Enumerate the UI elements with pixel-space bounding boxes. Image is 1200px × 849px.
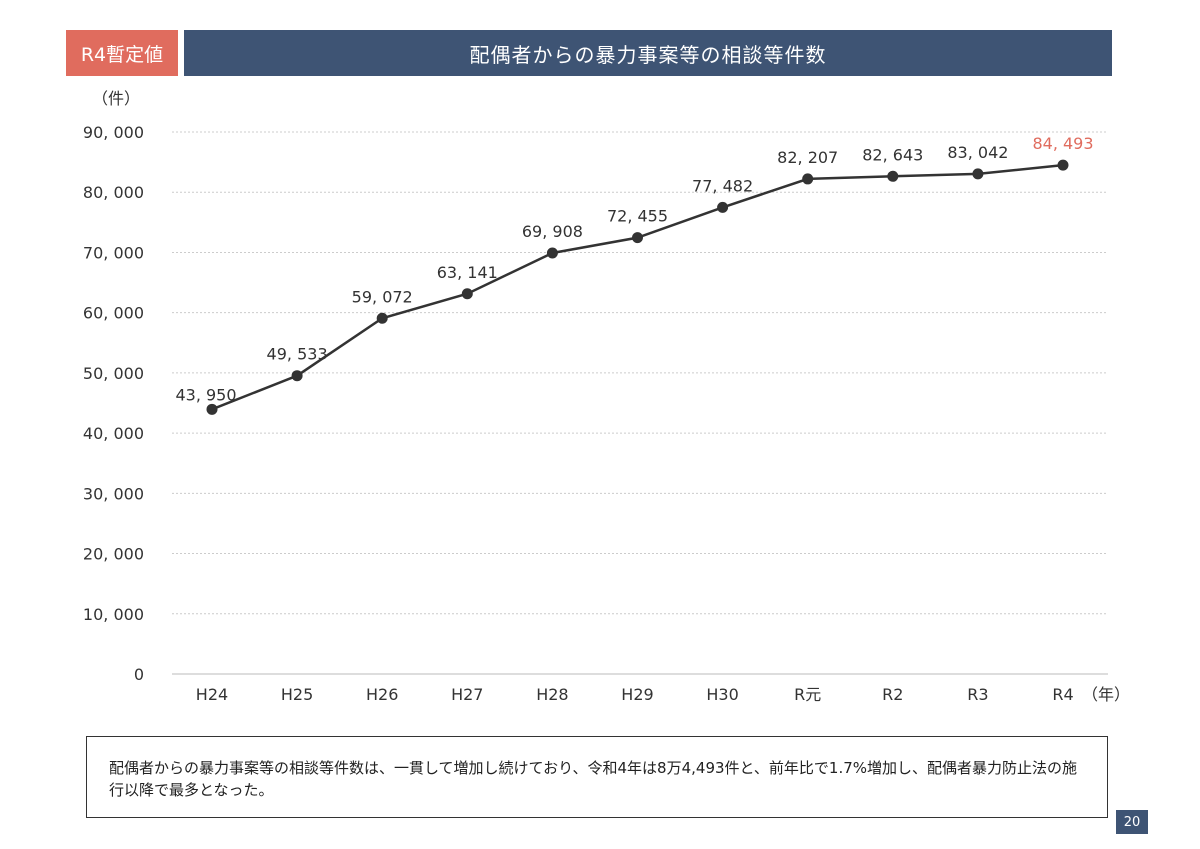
page-number: 20	[1116, 810, 1148, 834]
y-tick-label: 20, 000	[83, 545, 144, 564]
data-point	[1057, 159, 1069, 171]
data-label: 59, 072	[352, 287, 413, 306]
data-point	[802, 173, 814, 185]
x-tick-label: R2	[882, 685, 903, 704]
data-point	[291, 370, 303, 382]
data-point	[206, 403, 218, 415]
summary-box: 配偶者からの暴力事案等の相談等件数は、一貫して増加し続けており、令和4年は8万4…	[86, 736, 1108, 818]
data-label: 82, 207	[777, 148, 838, 167]
data-label: 49, 533	[267, 345, 328, 364]
y-tick-label: 80, 000	[83, 183, 144, 202]
y-tick-label: 10, 000	[83, 605, 144, 624]
y-tick-label: 90, 000	[83, 123, 144, 142]
data-label: 43, 950	[175, 385, 236, 404]
data-label: 82, 643	[862, 145, 923, 164]
y-tick-label: 50, 000	[83, 364, 144, 383]
provisional-value-badge: R4暫定値	[66, 30, 178, 76]
series: 43, 950 49, 533 59, 072 63, 141 69, 908 72, 4…	[175, 134, 1094, 415]
data-label: 69, 908	[522, 222, 583, 241]
x-axis-unit-label: （年）	[1082, 685, 1130, 704]
x-tick-label: R4	[1052, 685, 1073, 704]
x-tick-label: R元	[794, 685, 821, 704]
y-tick-label: 30, 000	[83, 484, 144, 503]
y-tick-label: 40, 000	[83, 424, 144, 443]
data-point	[546, 247, 558, 259]
x-tick-label: H28	[536, 685, 568, 704]
gridlines	[172, 131, 1108, 675]
summary-text: 配偶者からの暴力事案等の相談等件数は、一貫して増加し続けており、令和4年は8万4…	[109, 759, 1078, 799]
data-label: 83, 042	[947, 143, 1008, 162]
line-chart: 0 10, 000 20, 000 30, 000 40, 000 50, 000 60, …	[83, 89, 1130, 704]
data-point	[887, 170, 899, 182]
data-point	[717, 201, 729, 213]
y-axis-unit-label: （件）	[92, 89, 140, 108]
y-axis-tick-labels: 0 10, 000 20, 000 30, 000 40, 000 50, 000 60, …	[83, 123, 144, 684]
x-tick-label: H27	[451, 685, 483, 704]
y-tick-label: 60, 000	[83, 304, 144, 323]
data-label: 84, 493	[1032, 134, 1093, 153]
data-label: 63, 141	[437, 263, 498, 282]
chart-title: 配偶者からの暴力事案等の相談等件数	[184, 30, 1112, 76]
x-tick-label: R3	[967, 685, 988, 704]
y-tick-label: 70, 000	[83, 243, 144, 262]
data-label: 72, 455	[607, 207, 668, 226]
data-point	[972, 168, 984, 180]
y-tick-label: 0	[134, 665, 144, 684]
x-axis-tick-labels: H24 H25 H26 H27 H28 H29 H30 R元 R2 R3 R4	[196, 685, 1074, 704]
x-tick-label: H25	[281, 685, 313, 704]
x-tick-label: H24	[196, 685, 228, 704]
data-point	[632, 232, 643, 244]
data-point	[461, 288, 473, 300]
x-tick-label: H30	[706, 685, 738, 704]
x-tick-label: H29	[621, 685, 653, 704]
data-point	[376, 312, 388, 324]
x-tick-label: H26	[366, 685, 398, 704]
data-label: 77, 482	[692, 176, 753, 195]
